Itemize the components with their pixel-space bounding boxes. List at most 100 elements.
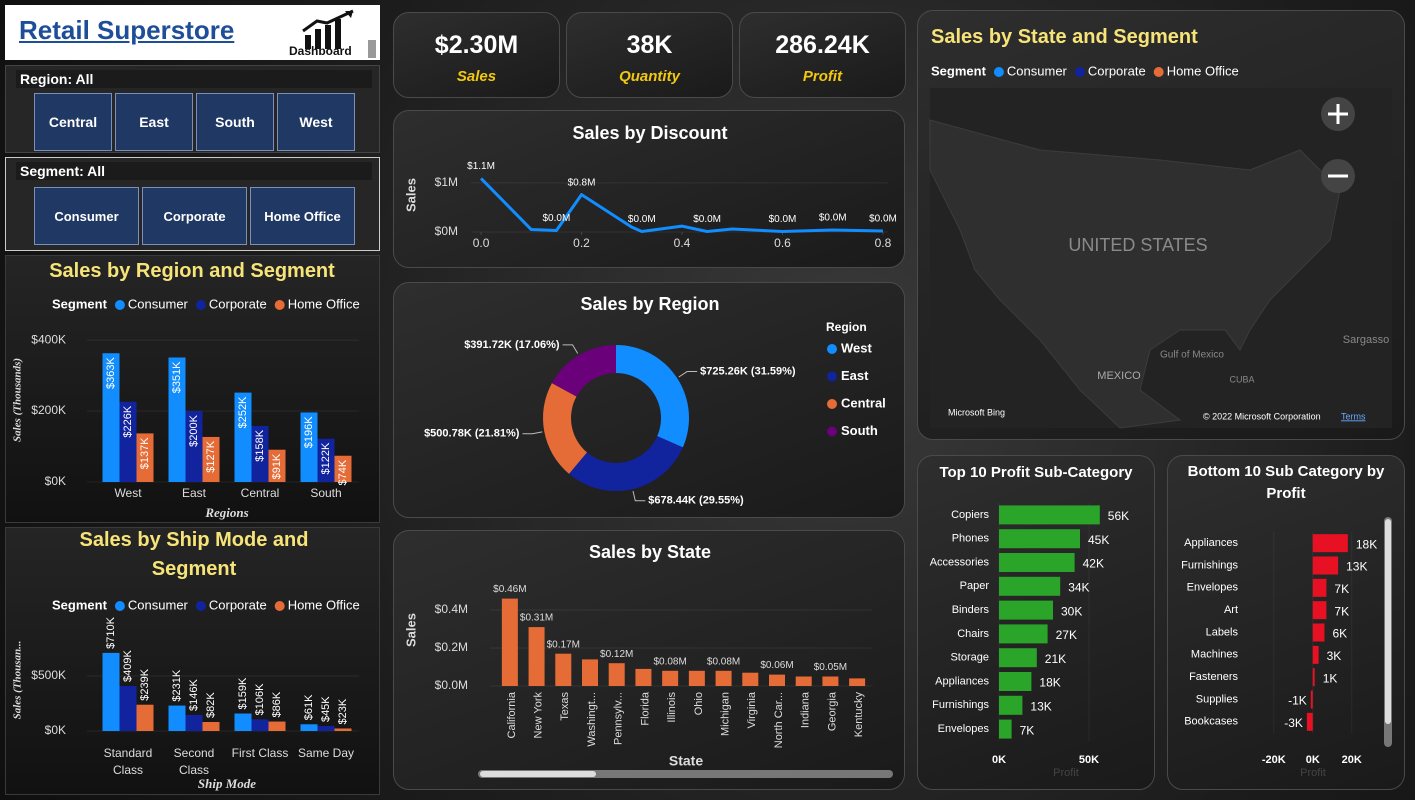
slicer-option[interactable]: Corporate: [142, 187, 247, 245]
data-label: $0.05M: [814, 662, 847, 673]
bar: [1312, 623, 1325, 642]
bar: [1306, 712, 1313, 731]
x-tick-label: 0.6: [774, 236, 791, 250]
legend-swatch: [114, 300, 125, 310]
y-axis-title: Sales (Thousands): [12, 358, 24, 442]
leader-line: [632, 490, 646, 502]
zoom-icon: [1328, 104, 1348, 124]
data-label: 45K: [1088, 533, 1109, 547]
bar: [185, 411, 203, 482]
x-axis-title: Ship Mode: [198, 776, 256, 791]
data-label: 7K: [1334, 582, 1349, 596]
x-tick-label: Illinois: [666, 692, 678, 723]
y-tick-label: $0.0M: [435, 678, 468, 692]
x-tick-label: -20K: [1262, 754, 1286, 766]
bar: [822, 676, 839, 686]
data-label: $0.0M: [819, 213, 847, 224]
y-tick-label: Storage: [950, 652, 989, 664]
y-tick-label: Appliances: [935, 675, 989, 687]
bar: [185, 714, 203, 731]
y-tick-label: Accessories: [930, 556, 990, 568]
legend-swatch: [827, 399, 837, 409]
x-axis-title: State: [669, 753, 703, 769]
kpi-value: $2.30M: [434, 31, 519, 59]
legend-label: Corporate: [209, 597, 267, 612]
legend-label: Corporate: [1088, 63, 1146, 78]
bar: [136, 433, 154, 482]
bar: [501, 598, 518, 686]
slicer-option[interactable]: Consumer: [34, 187, 139, 245]
data-label: $159K: [237, 677, 249, 709]
kpi-card: 38K Quantity: [566, 12, 733, 98]
data-label: $122K: [320, 442, 332, 474]
x-tick-label: 0K: [992, 754, 1006, 766]
legend-label: Corporate: [209, 296, 267, 311]
slicer-option[interactable]: West: [277, 93, 355, 151]
data-label: $91K: [271, 453, 283, 479]
bar: [795, 676, 812, 686]
kpi-value: 38K: [626, 31, 673, 59]
legend-label: Consumer: [128, 597, 189, 612]
map-label: MEXICO: [1097, 370, 1141, 382]
kpi-card: 286.24K Profit: [739, 12, 906, 98]
bar: [582, 659, 598, 686]
legend-label: Consumer: [128, 296, 189, 311]
x-tick-label: Virginia: [746, 691, 758, 728]
pie-slice: [543, 383, 588, 474]
y-tick-label: Paper: [960, 580, 990, 592]
data-label: 18K: [1039, 676, 1060, 690]
bar: [999, 624, 1048, 644]
legend-swatch: [827, 426, 837, 437]
map-label: Microsoft Bing: [948, 407, 1005, 417]
kpi-label: Profit: [802, 68, 843, 85]
segment-slicer: Segment: All Consumer Corporate Home Off…: [5, 157, 380, 251]
y-tick-label: Supplies: [1196, 693, 1239, 705]
data-label: $0.0M: [628, 214, 656, 225]
data-label: -3K: [1284, 716, 1303, 730]
data-label: 13K: [1030, 699, 1051, 713]
x-tick-label: Texas: [559, 692, 571, 721]
y-tick-label: Furnishings: [1181, 559, 1238, 571]
data-label: 3K: [1327, 649, 1342, 663]
y-tick-label: Art: [1224, 604, 1238, 616]
y-axis-title: Sales: [403, 178, 418, 212]
bar: [999, 719, 1012, 739]
bar: [999, 553, 1075, 572]
data-label: $0.0M: [869, 214, 897, 225]
pie-slice: [616, 345, 689, 448]
kpi-label: Quantity: [619, 68, 680, 85]
pie-slice: [551, 345, 616, 397]
data-label: $0.12M: [600, 649, 633, 660]
leader-line: [678, 371, 698, 378]
bar: [300, 724, 318, 731]
data-label: $0.0M: [693, 214, 721, 225]
data-label: $158K: [254, 429, 266, 461]
leader-line: [522, 431, 543, 435]
legend-title: Segment: [52, 597, 108, 612]
line: [479, 177, 884, 234]
data-label: 34K: [1068, 580, 1089, 594]
legend-swatch: [1074, 67, 1085, 77]
slicer-option[interactable]: Home Office: [250, 187, 355, 245]
y-tick-label: Machines: [1191, 649, 1239, 661]
slicer-option[interactable]: East: [115, 93, 193, 151]
legend-label: Home Office: [288, 597, 360, 612]
bar: [1312, 556, 1339, 575]
y-tick-label: Fasteners: [1189, 671, 1238, 683]
y-tick-label: Chairs: [957, 628, 989, 640]
slicer-option[interactable]: Central: [34, 93, 112, 151]
data-label: $200K: [188, 414, 200, 446]
bar: [300, 412, 318, 482]
bar: [168, 705, 186, 731]
data-label: $106K: [254, 683, 266, 715]
x-tick-label: 0.8: [875, 236, 892, 250]
bar: [317, 438, 335, 482]
slicer-option[interactable]: South: [196, 93, 274, 151]
legend-swatch: [993, 67, 1004, 77]
bar: [1310, 690, 1313, 709]
x-axis-title: Profit: [1053, 767, 1079, 779]
bar: [999, 672, 1032, 691]
map-label: UNITED STATES: [1068, 235, 1207, 255]
bar: [715, 670, 732, 686]
x-tick-label: 0K: [1306, 754, 1320, 766]
